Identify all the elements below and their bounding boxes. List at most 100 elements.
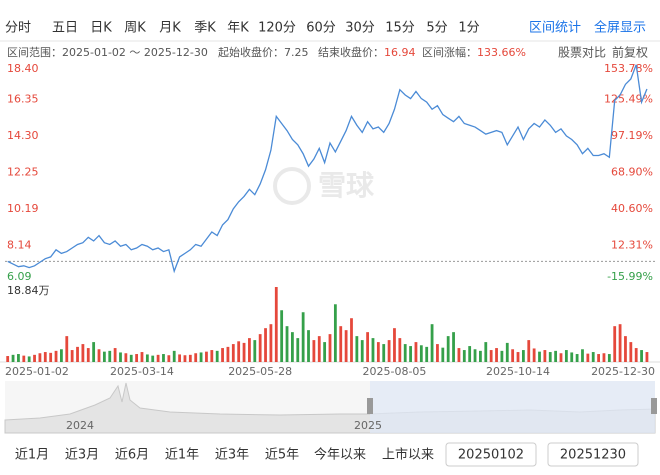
stat-item: 区间范围：2025-01-02 ～ 2025-12-30	[7, 45, 208, 59]
volume-bar	[151, 355, 155, 362]
volume-bar	[27, 356, 31, 362]
volume-bar	[419, 345, 423, 362]
stat-label: 起始收盘价：	[218, 45, 284, 59]
volume-bar	[22, 355, 26, 362]
navigator-label: 2025	[354, 419, 382, 432]
volume-tick-label: 18.84万	[7, 284, 50, 297]
navigator: 2024 2025	[4, 381, 657, 434]
x-tick-label: 2025-05-28	[228, 365, 292, 378]
period-tab[interactable]: 五日	[52, 21, 78, 36]
volume-bar	[376, 342, 380, 362]
volume-bar	[532, 348, 536, 362]
volume-bar	[17, 354, 20, 362]
range-button[interactable]: 近5年	[265, 448, 299, 463]
volume-bar	[436, 344, 439, 362]
volume-bar	[38, 353, 42, 362]
navigator-handle[interactable]	[651, 398, 657, 414]
toolbar-action[interactable]: 区间统计	[529, 21, 581, 36]
volume-bar	[511, 349, 515, 362]
volume-bar	[371, 338, 375, 362]
y-tick-label: 10.19	[7, 202, 39, 215]
period-tab[interactable]: 周K	[124, 21, 146, 36]
start-date[interactable]: 20250102	[458, 448, 524, 463]
volume-bar	[280, 310, 284, 362]
period-tab[interactable]: 120分	[258, 21, 296, 36]
stat-value: 16.94	[384, 46, 416, 59]
period-tab[interactable]: 1分	[458, 21, 479, 36]
volume-bar	[339, 326, 343, 362]
volume-bar	[554, 350, 558, 362]
volume-bar	[479, 350, 482, 362]
toolbar-action[interactable]: 全屏显示	[594, 20, 646, 36]
stat-item: 区间涨幅：133.66%	[422, 46, 526, 59]
volume-bar	[473, 349, 477, 362]
volume-bar	[135, 354, 139, 362]
range-button[interactable]: 近6月	[115, 448, 149, 463]
volume-bar	[178, 354, 181, 362]
period-tab[interactable]: 分时	[5, 21, 31, 36]
volume-bar	[398, 338, 402, 362]
volume-bar	[269, 324, 273, 362]
volume-bar	[81, 344, 85, 362]
range-button[interactable]: 近1月	[15, 448, 49, 463]
date-input[interactable]	[547, 442, 639, 467]
period-tab[interactable]: 年K	[227, 21, 249, 36]
volume-bar	[645, 352, 649, 362]
date-input[interactable]	[445, 442, 537, 467]
navigator-handle[interactable]	[367, 398, 373, 414]
range-button[interactable]: 近3年	[215, 448, 249, 463]
volume-bar	[634, 348, 638, 362]
volume-bar	[575, 354, 579, 362]
period-tab[interactable]: 15分	[385, 21, 415, 36]
stat-option[interactable]: 前复权	[612, 45, 648, 60]
volume-bar	[86, 348, 90, 362]
volume-bar	[6, 356, 10, 362]
volume-bar	[355, 336, 359, 362]
period-tab[interactable]: 月K	[159, 21, 181, 36]
volume-bar	[145, 354, 149, 362]
volume-bar	[11, 354, 15, 362]
volume-bar	[516, 352, 520, 362]
volume-bar	[237, 341, 241, 362]
stat-option[interactable]: 股票对比	[558, 46, 606, 60]
volume-bar	[414, 342, 418, 362]
volume-bar	[264, 328, 267, 362]
period-tab[interactable]: 5分	[426, 21, 447, 36]
watermark: 雪球	[273, 167, 375, 205]
watermark-text: 雪球	[318, 169, 375, 202]
period-tab[interactable]: 60分	[306, 21, 336, 36]
y2-tick-label: 153.78%	[604, 62, 653, 75]
volume-bar	[602, 353, 606, 362]
volume-bar	[629, 342, 633, 362]
volume-bar	[76, 346, 79, 362]
volume-bar	[33, 354, 36, 362]
volume-bar	[613, 326, 617, 362]
range-button[interactable]: 近1年	[165, 448, 199, 463]
y-tick-label: 6.09	[7, 270, 32, 283]
volume-bar	[618, 324, 622, 362]
period-tab[interactable]: 日K	[90, 21, 112, 36]
volume-bar	[640, 350, 643, 362]
x-tick-label: 2025-08-05	[362, 365, 426, 378]
period-tab[interactable]: 季K	[194, 21, 216, 36]
end-date[interactable]: 20251230	[560, 448, 626, 463]
volume-bar	[54, 350, 58, 362]
volume-bar	[457, 348, 461, 362]
y2-tick-label: 40.60%	[611, 202, 653, 215]
range-button[interactable]: 近3月	[65, 448, 99, 463]
volume-bar	[43, 352, 47, 362]
volume-bar	[350, 318, 353, 362]
period-tab[interactable]: 30分	[345, 21, 375, 36]
navigator-selection[interactable]	[370, 381, 655, 433]
volume-bar	[215, 350, 219, 362]
volume-bar	[92, 342, 96, 362]
volume-bar	[301, 312, 305, 362]
range-button[interactable]: 上市以来	[382, 447, 434, 463]
navigator-label: 2024	[66, 419, 94, 432]
y2-tick-label: 97.19%	[611, 129, 653, 142]
stat-value: 133.66%	[477, 46, 526, 59]
range-button[interactable]: 今年以来	[314, 447, 366, 463]
volume-bar	[290, 332, 294, 362]
y-tick-label: 16.35	[7, 92, 39, 105]
